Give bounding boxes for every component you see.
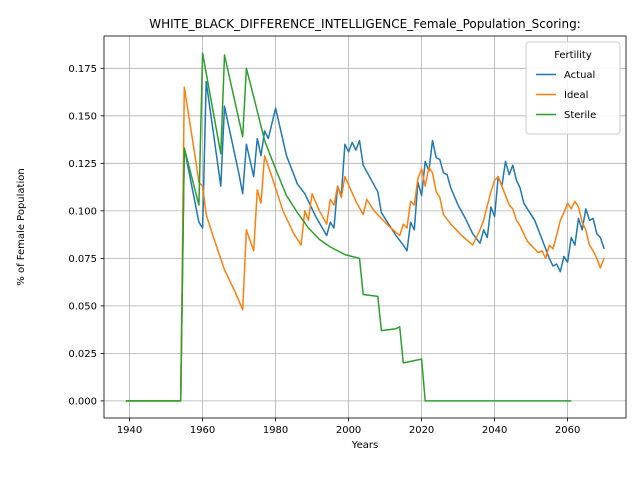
y-tick-label: 0.000 <box>68 396 97 407</box>
x-tick-label: 1960 <box>190 425 215 436</box>
y-axis-label: % of Female Population <box>16 168 27 285</box>
legend: Fertility Actual Ideal Sterile <box>525 41 621 135</box>
legend-label-sterile: Sterile <box>564 110 596 121</box>
axis-ticks: 1940 1960 1980 2000 2020 2040 2060 0.000 0.025 0.… <box>68 64 580 436</box>
legend-label-ideal: Ideal <box>564 90 588 101</box>
grid-lines <box>104 36 626 418</box>
y-tick-label: 0.100 <box>68 206 97 217</box>
series-line-sterile <box>125 52 572 402</box>
plot-frame <box>103 35 627 419</box>
x-tick-label: 2040 <box>482 425 507 436</box>
x-tick-label: 2000 <box>336 425 361 436</box>
x-tick-label: 2060 <box>555 425 580 436</box>
y-tick-label: 0.025 <box>68 349 97 360</box>
y-tick-label: 0.075 <box>68 254 97 265</box>
y-tick-label: 0.175 <box>68 64 97 75</box>
y-tick-label: 0.125 <box>68 159 97 170</box>
legend-title: Fertility <box>554 50 592 61</box>
y-tick-label: 0.050 <box>68 301 97 312</box>
legend-box <box>525 41 621 135</box>
x-tick-label: 1980 <box>263 425 288 436</box>
x-axis-label: Years <box>351 440 378 451</box>
x-tick-label: 2020 <box>409 425 434 436</box>
legend-label-actual: Actual <box>564 70 595 81</box>
series-line-ideal <box>125 86 605 402</box>
series-lines <box>125 52 605 402</box>
chart-title: WHITE_BLACK_DIFFERENCE_INTELLIGENCE_Fema… <box>149 17 580 31</box>
y-tick-label: 0.150 <box>68 111 97 122</box>
x-tick-label: 1940 <box>117 425 142 436</box>
